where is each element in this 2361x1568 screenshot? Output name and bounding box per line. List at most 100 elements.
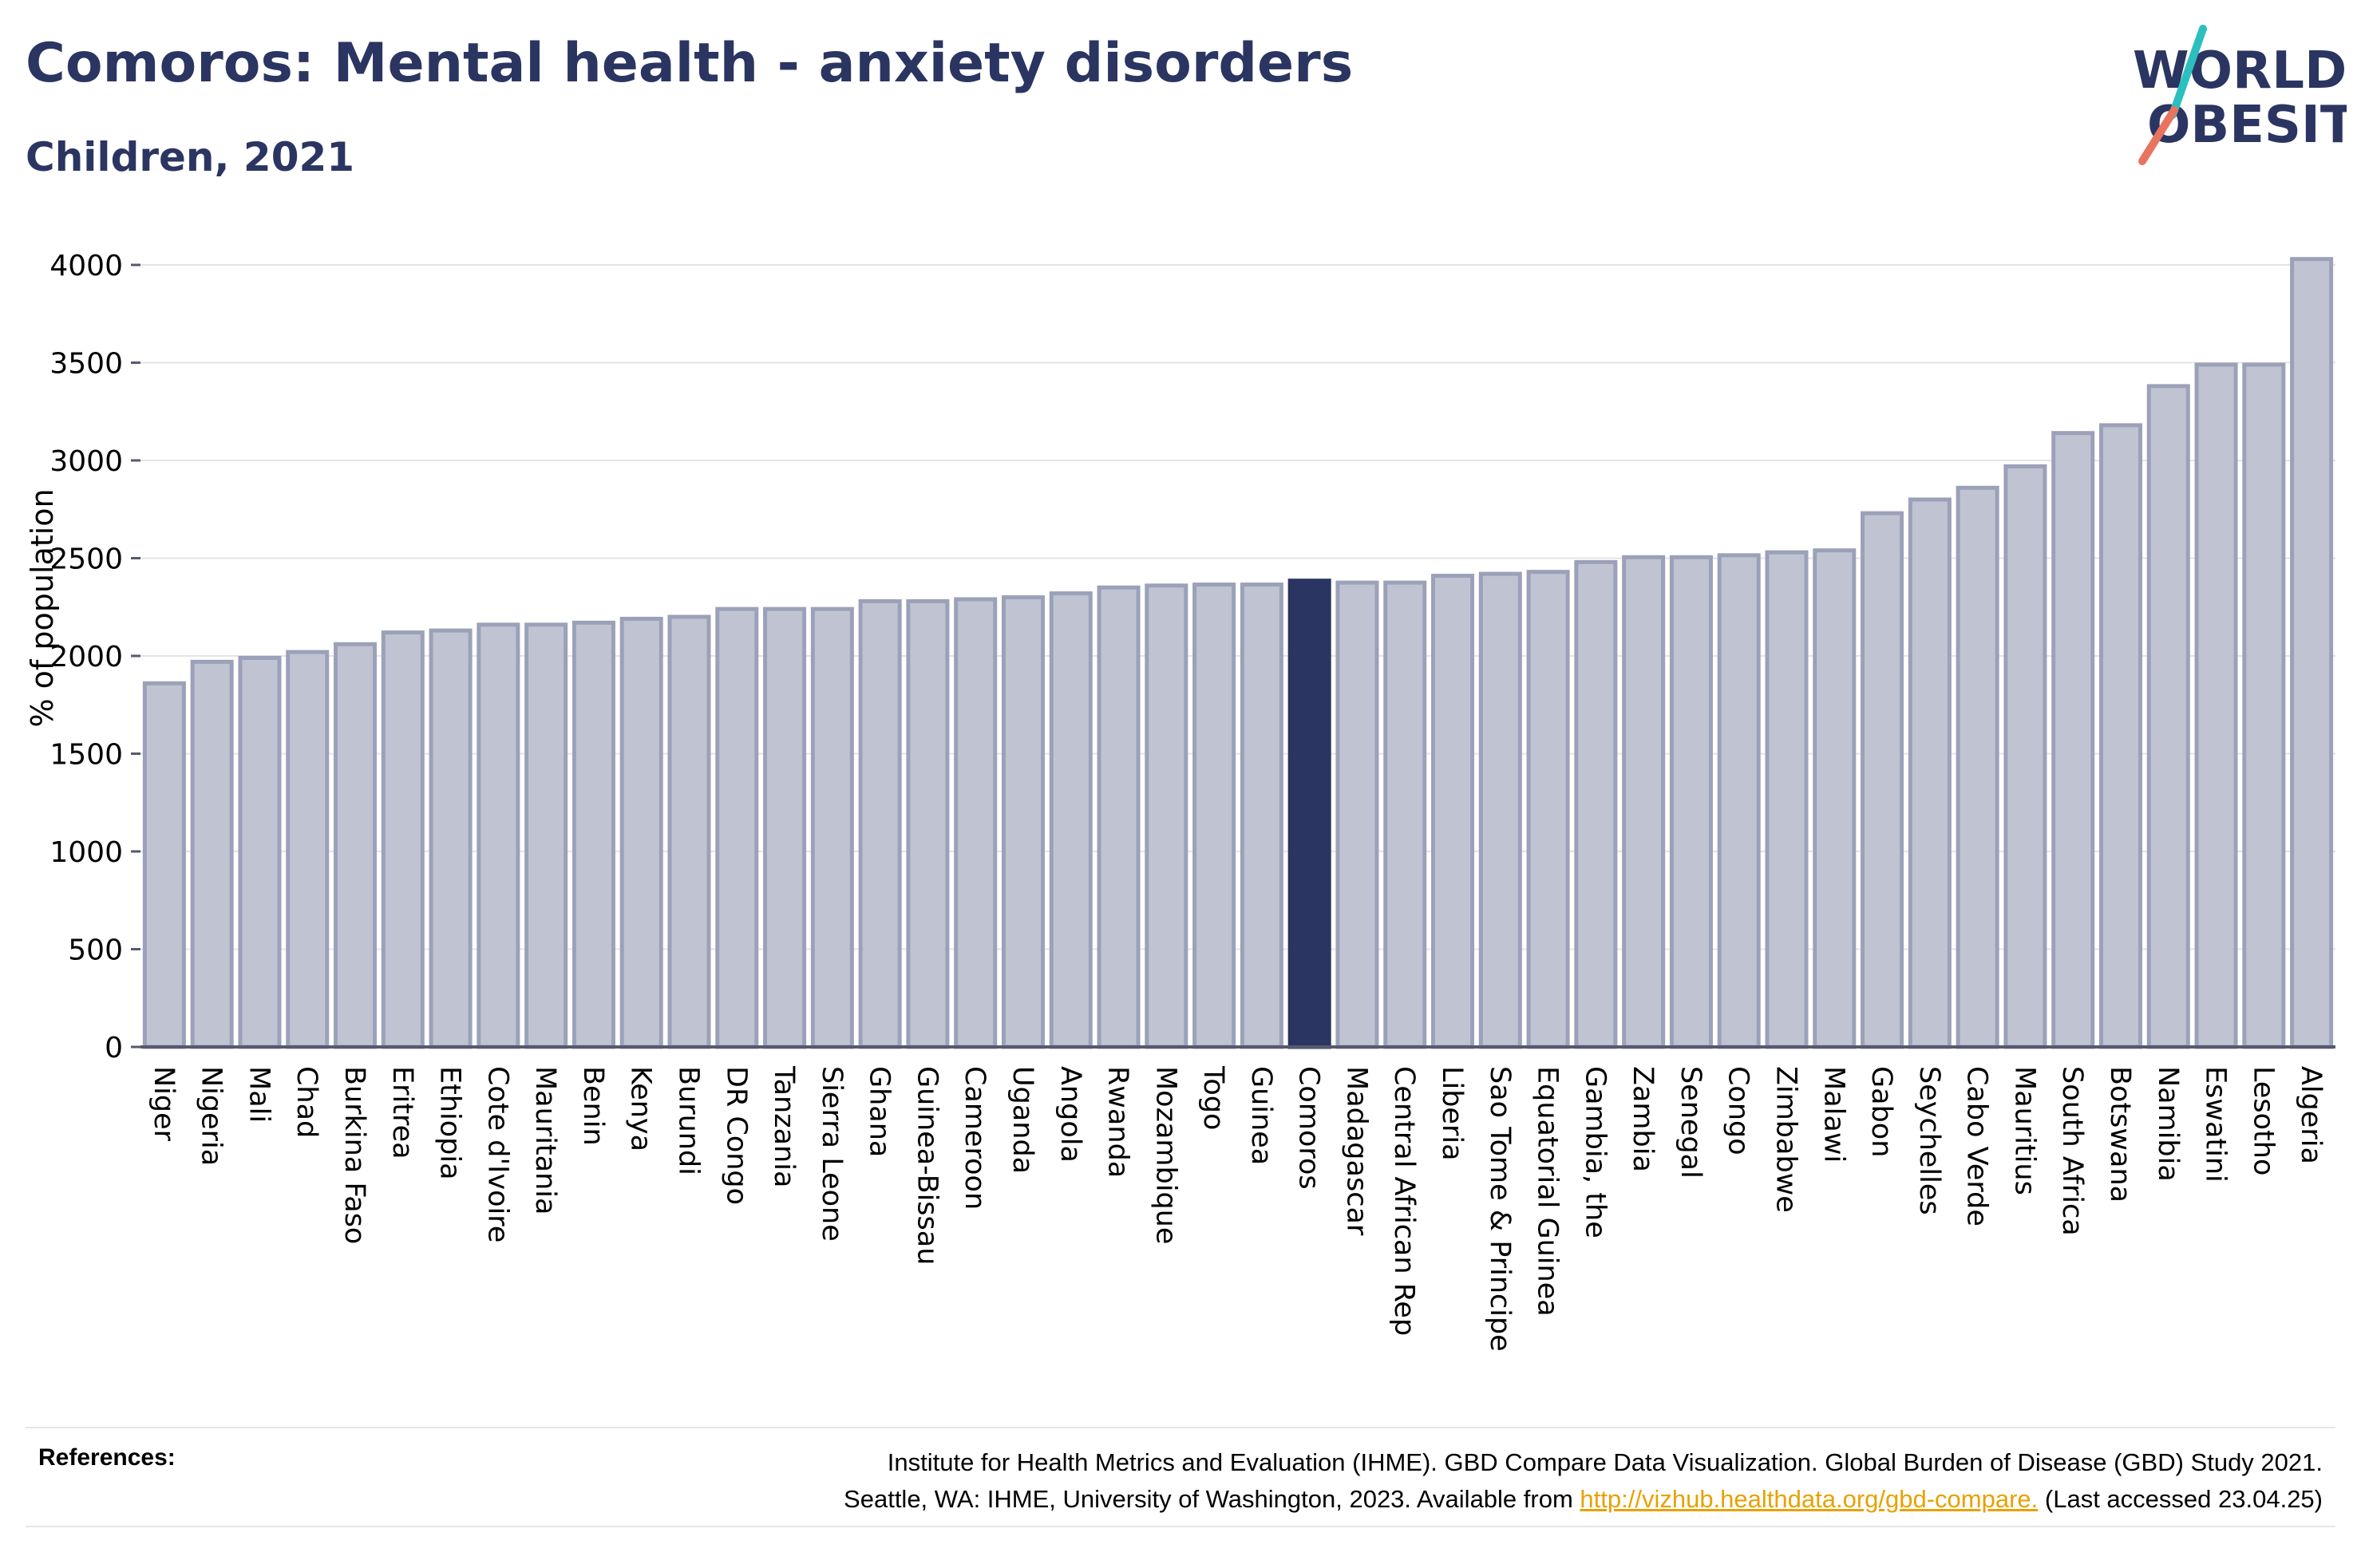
bar-mozambique[interactable] <box>1145 583 1188 1049</box>
bar-eswatini[interactable] <box>2194 362 2238 1049</box>
bar-namibia[interactable] <box>2146 384 2190 1049</box>
x-tick-label: Botswana <box>2104 1066 2136 1203</box>
world-obesity-logo: WORLD OBESITY <box>2133 25 2347 165</box>
y-tick-label: 3000 <box>49 445 123 478</box>
x-tick-label: Benin <box>577 1066 609 1146</box>
bar-dr-congo[interactable] <box>715 606 759 1049</box>
bar-ethiopia[interactable] <box>429 628 473 1049</box>
references-line-2: Seattle, WA: IHME, University of Washing… <box>487 1481 2323 1518</box>
bar-gambia-the[interactable] <box>1574 559 1618 1049</box>
bar-nigeria[interactable] <box>190 659 234 1049</box>
x-tick-label: Gambia, the <box>1579 1066 1611 1238</box>
bar-senegal[interactable] <box>1669 555 1713 1049</box>
y-tick-label: 1000 <box>49 836 123 869</box>
chart-subtitle: Children, 2021 <box>26 134 355 180</box>
bar-comoros[interactable] <box>1287 579 1331 1049</box>
bar-uganda[interactable] <box>1001 595 1045 1049</box>
bar-rwanda[interactable] <box>1097 585 1141 1049</box>
x-tick-label: Mozambique <box>1149 1066 1181 1244</box>
x-tick-label: Malawi <box>1817 1066 1849 1163</box>
x-tick-label: Gabon <box>1865 1066 1897 1157</box>
x-tick-label: Eswatini <box>2200 1066 2232 1183</box>
bar-seychelles[interactable] <box>1908 497 1952 1049</box>
y-tick-label: 500 <box>68 934 123 967</box>
bar-south-africa[interactable] <box>2051 431 2095 1049</box>
bar-zimbabwe[interactable] <box>1765 550 1809 1049</box>
references-line-2-prefix: Seattle, WA: IHME, University of Washing… <box>844 1485 1580 1513</box>
references-top-divider <box>26 1427 2335 1428</box>
x-tick-label: Rwanda <box>1102 1066 1134 1178</box>
x-tick-label: Cabo Verde <box>1961 1066 1993 1226</box>
bar-angola[interactable] <box>1049 591 1093 1049</box>
x-tick-label: Madagascar <box>1340 1066 1372 1236</box>
bar-ghana[interactable] <box>858 598 902 1049</box>
x-tick-label: Congo <box>1722 1066 1754 1155</box>
bar-mali[interactable] <box>238 655 282 1049</box>
x-tick-label: Seychelles <box>1913 1066 1945 1215</box>
bar-algeria[interactable] <box>2290 257 2334 1049</box>
bar-zambia[interactable] <box>1622 555 1666 1049</box>
bar-guinea-bissau[interactable] <box>906 598 950 1049</box>
x-tick-label: Chad <box>291 1066 322 1138</box>
bar-gabon[interactable] <box>1861 511 1904 1049</box>
x-tick-label: Guinea-Bissau <box>911 1066 943 1265</box>
bar-botswana[interactable] <box>2098 423 2142 1049</box>
bar-sierra-leone[interactable] <box>810 606 854 1049</box>
x-tick-label: Mauritania <box>529 1066 561 1215</box>
bar-congo[interactable] <box>1717 553 1761 1049</box>
bar-tanzania[interactable] <box>763 606 807 1049</box>
x-tick-label: DR Congo <box>720 1066 752 1205</box>
x-tick-label: Zimbabwe <box>1770 1066 1802 1213</box>
bar-niger[interactable] <box>142 681 186 1049</box>
bar-togo[interactable] <box>1192 583 1236 1049</box>
x-tick-label: Ghana <box>864 1066 896 1157</box>
bar-malawi[interactable] <box>1813 548 1857 1049</box>
bar-sao-tome-principe[interactable] <box>1478 571 1522 1049</box>
references-line-1: Institute for Health Metrics and Evaluat… <box>887 1448 2323 1476</box>
x-tick-label: Comoros <box>1293 1066 1325 1190</box>
bar-mauritius[interactable] <box>2003 464 2047 1049</box>
bar-equatorial-guinea[interactable] <box>1526 570 1570 1049</box>
chart-title: Comoros: Mental health - anxiety disorde… <box>26 32 1354 95</box>
logo-slash-teal <box>2169 25 2207 119</box>
x-tick-label: Nigeria <box>196 1066 227 1166</box>
x-tick-label: Mali <box>243 1066 275 1123</box>
bar-guinea[interactable] <box>1240 583 1283 1049</box>
bar-kenya[interactable] <box>619 616 663 1049</box>
x-tick-label: Cameroon <box>959 1066 991 1210</box>
logo-slash-coral <box>2138 106 2178 165</box>
bar-liberia[interactable] <box>1431 574 1475 1049</box>
bar-central-african-rep[interactable] <box>1383 580 1427 1049</box>
x-tick-label: Kenya <box>625 1066 657 1151</box>
x-tick-label: Niger <box>148 1066 180 1142</box>
bar-cameroon[interactable] <box>954 597 998 1049</box>
bar-benin[interactable] <box>571 620 615 1049</box>
x-tick-label: Tanzania <box>768 1065 800 1187</box>
bar-mauritania[interactable] <box>524 622 568 1049</box>
x-tick-label: Senegal <box>1675 1066 1706 1179</box>
y-tick-label: 4000 <box>49 250 123 282</box>
x-tick-label: Burundi <box>673 1066 705 1175</box>
x-tick-label: Zambia <box>1627 1066 1659 1172</box>
references-line-2-suffix: (Last accessed 23.04.25) <box>2038 1485 2323 1513</box>
y-tick-label: 2000 <box>49 641 123 673</box>
bar-cote-d-ivoire[interactable] <box>477 622 520 1049</box>
y-tick-label: 2500 <box>49 543 123 576</box>
bar-lesotho[interactable] <box>2242 362 2286 1049</box>
bar-eritrea[interactable] <box>381 630 425 1049</box>
x-tick-label: Cote d'Ivoire <box>481 1066 513 1242</box>
bar-burundi[interactable] <box>667 614 711 1049</box>
references-label: References: <box>38 1444 176 1471</box>
y-tick-label: 0 <box>105 1032 123 1064</box>
bar-burkina-faso[interactable] <box>334 642 378 1049</box>
y-axis-label: % of population <box>25 488 60 727</box>
x-tick-label: Burkina Faso <box>338 1066 370 1244</box>
references-link[interactable]: http://vizhub.healthdata.org/gbd-compare… <box>1580 1485 2039 1513</box>
bar-madagascar[interactable] <box>1335 580 1379 1049</box>
x-tick-label: Algeria <box>2295 1066 2327 1164</box>
x-tick-label: Mauritius <box>2008 1066 2040 1195</box>
bar-chad[interactable] <box>286 650 330 1049</box>
bar-cabo-verde[interactable] <box>1956 485 1999 1049</box>
x-tick-label: Angola <box>1054 1066 1086 1163</box>
